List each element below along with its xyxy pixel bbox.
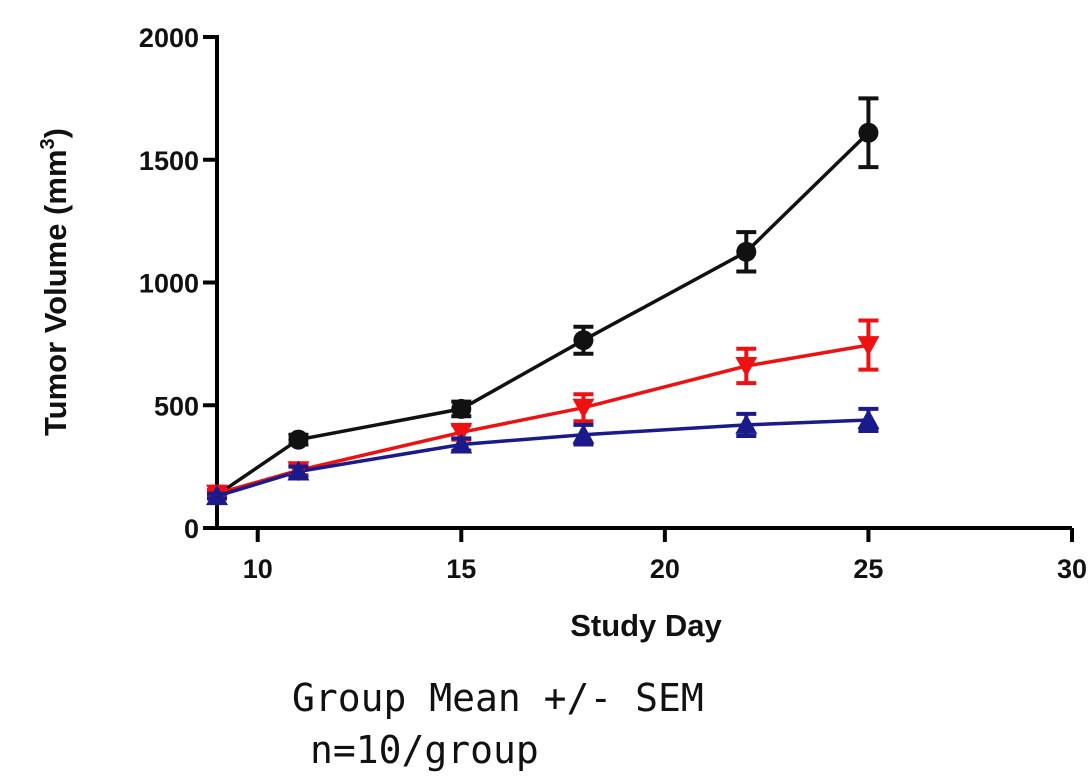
x-tick-label: 25: [853, 554, 883, 584]
series-line: [216, 343, 869, 496]
series-line: [216, 418, 869, 498]
series-3: [216, 418, 869, 498]
series-line: [216, 131, 870, 497]
series-layer: [206, 96, 880, 506]
data-point: [206, 485, 228, 506]
axes: 0 500 1000 1500 2000 10 15 20 25 30: [139, 23, 1087, 584]
y-tick-label: 1000: [139, 269, 199, 299]
x-tick-label: 10: [243, 554, 273, 584]
data-point: [573, 330, 594, 351]
y-tick-label: 0: [184, 514, 199, 544]
y-axis-label-superscript: 3: [37, 138, 59, 149]
x-tick-label: 20: [650, 554, 680, 584]
data-point: [450, 433, 473, 454]
y-axis-label: Tumor Volume (mm3): [37, 128, 73, 436]
y-axis-label-base: Tumor Volume (mm: [38, 149, 73, 435]
data-point: [857, 336, 880, 357]
data-point: [450, 423, 473, 444]
y-tick-label: 500: [154, 391, 199, 421]
data-point: [735, 356, 758, 377]
series-3-marks: [206, 406, 880, 506]
data-point: [736, 241, 757, 262]
series-1: [216, 131, 870, 497]
data-point: [451, 398, 472, 419]
y-axis-label-end: ): [38, 128, 73, 138]
data-point: [572, 398, 595, 419]
y-tick-label: 1500: [139, 146, 199, 176]
caption-line-1: Group Mean +/- SEM: [292, 676, 704, 720]
x-axis-label: Study Day: [570, 608, 722, 643]
data-point: [288, 429, 309, 450]
data-point: [857, 408, 880, 429]
x-tick-label: 30: [1057, 554, 1087, 584]
data-point: [735, 413, 758, 434]
series-2: [216, 343, 869, 496]
data-point: [572, 423, 595, 444]
data-point: [287, 460, 310, 481]
series-1-marks: [207, 96, 879, 505]
caption-line-2: n=10/group: [310, 728, 539, 772]
data-point: [858, 122, 879, 143]
y-tick-label: 2000: [139, 23, 199, 53]
x-tick-label: 15: [446, 554, 476, 584]
